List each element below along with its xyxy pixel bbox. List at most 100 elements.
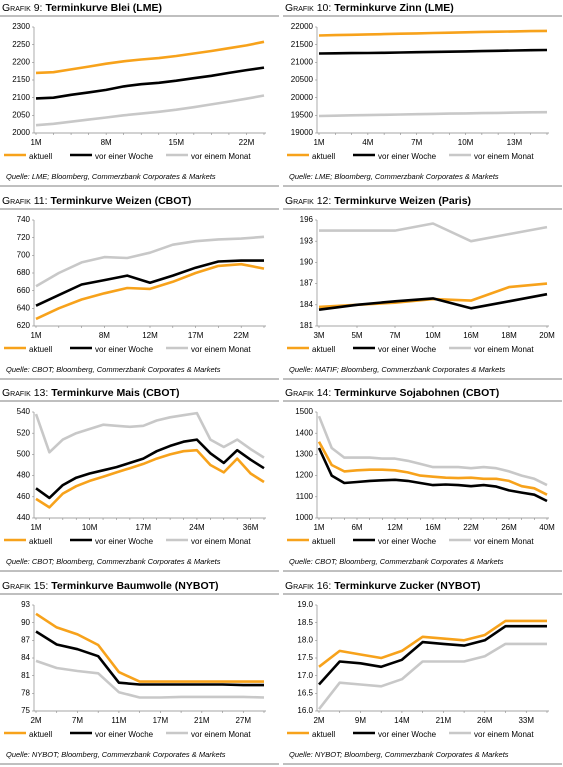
y-tick-label: 740 bbox=[17, 215, 31, 224]
x-tick-label: 1M bbox=[313, 138, 324, 147]
source-note: Quelle: CBOT; Bloomberg, Commerzbank Cor… bbox=[289, 557, 504, 566]
y-tick-label: 540 bbox=[17, 407, 31, 416]
y-tick-label: 17.0 bbox=[297, 671, 313, 680]
x-tick-label: 17M bbox=[153, 716, 169, 725]
y-tick-label: 184 bbox=[300, 300, 314, 309]
series-line bbox=[35, 448, 265, 509]
legend-label: vor einer Woche bbox=[378, 730, 437, 739]
legend-label: vor einer Woche bbox=[378, 537, 437, 546]
x-tick-label: 7M bbox=[411, 138, 422, 147]
chart-panel: Grafik 15: Terminkurve Baumwolle (NYBOT) 7… bbox=[0, 580, 279, 765]
source-note: Quelle: LME; Bloomberg, Commerzbank Corp… bbox=[6, 172, 216, 181]
chart-label: Grafik 16: bbox=[285, 580, 331, 592]
x-tick-label: 22M bbox=[463, 523, 479, 532]
y-tick-label: 1400 bbox=[295, 428, 313, 437]
y-tick-label: 21000 bbox=[291, 57, 314, 66]
x-tick-label: 10M bbox=[82, 523, 98, 532]
y-tick-label: 81 bbox=[21, 671, 30, 680]
y-tick-label: 19.0 bbox=[297, 600, 313, 609]
x-tick-label: 17M bbox=[188, 331, 204, 340]
y-tick-label: 18.0 bbox=[297, 635, 313, 644]
source-note: Quelle: LME; Bloomberg, Commerzbank Corp… bbox=[289, 172, 499, 181]
y-tick-label: 87 bbox=[21, 635, 30, 644]
y-tick-label: 17.5 bbox=[297, 653, 313, 662]
x-tick-label: 1M bbox=[30, 138, 41, 147]
series-line bbox=[318, 110, 548, 118]
y-tick-label: 1000 bbox=[295, 513, 313, 522]
y-tick-label: 20500 bbox=[291, 75, 314, 84]
y-tick-label: 90 bbox=[21, 618, 30, 627]
source-note: Quelle: CBOT; Bloomberg, Commerzbank Cor… bbox=[6, 557, 221, 566]
y-tick-label: 187 bbox=[300, 279, 314, 288]
legend-label: vor einer Woche bbox=[95, 152, 154, 161]
chart-title-text: Terminkurve Weizen (Paris) bbox=[334, 195, 471, 207]
x-tick-label: 8M bbox=[99, 331, 110, 340]
legend-label: vor einer Woche bbox=[95, 537, 154, 546]
x-tick-label: 1M bbox=[30, 331, 41, 340]
legend-label: vor einem Monat bbox=[191, 730, 251, 739]
y-tick-label: 193 bbox=[300, 236, 314, 245]
y-tick-label: 78 bbox=[21, 688, 30, 697]
chart-panel: Grafik 13: Terminkurve Mais (CBOT) 440 460 4… bbox=[0, 387, 279, 572]
series-line bbox=[319, 222, 548, 243]
legend-label: aktuell bbox=[312, 345, 335, 354]
legend-label: vor einem Monat bbox=[191, 345, 251, 354]
y-tick-label: 93 bbox=[21, 600, 30, 609]
x-tick-label: 3M bbox=[313, 331, 324, 340]
legend-label: aktuell bbox=[312, 537, 335, 546]
source-note: Quelle: NYBOT; Bloomberg, Commerzbank Co… bbox=[289, 750, 509, 759]
x-tick-label: 20M bbox=[539, 331, 555, 340]
legend-label: vor einer Woche bbox=[95, 345, 154, 354]
chart-label: Grafik 12: bbox=[285, 195, 331, 207]
series-line bbox=[35, 259, 264, 307]
legend-label: vor einer Woche bbox=[378, 152, 437, 161]
y-tick-label: 1300 bbox=[295, 450, 313, 459]
chart-title-text: Terminkurve Zucker (NYBOT) bbox=[334, 580, 480, 592]
chart-panel: Grafik 16: Terminkurve Zucker (NYBOT) 16.0… bbox=[283, 580, 562, 765]
y-tick-label: 18.5 bbox=[297, 618, 313, 627]
chart-label: Grafik 14: bbox=[285, 387, 331, 399]
y-tick-label: 2100 bbox=[12, 93, 30, 102]
x-tick-label: 14M bbox=[394, 716, 410, 725]
y-tick-label: 1100 bbox=[296, 492, 314, 501]
y-tick-label: 520 bbox=[17, 428, 31, 437]
chart-panel: Grafik 11: Terminkurve Weizen (CBOT) 620 64… bbox=[0, 195, 279, 380]
x-tick-label: 8M bbox=[101, 138, 112, 147]
y-tick-label: 460 bbox=[17, 492, 31, 501]
series-line bbox=[317, 415, 548, 487]
x-tick-label: 36M bbox=[243, 523, 259, 532]
x-tick-label: 7M bbox=[389, 331, 400, 340]
legend-label: vor einem Monat bbox=[474, 152, 534, 161]
series-line bbox=[35, 40, 265, 75]
y-tick-label: 480 bbox=[17, 471, 31, 480]
x-tick-label: 11M bbox=[111, 716, 126, 725]
x-tick-label: 16M bbox=[425, 523, 441, 532]
x-tick-label: 10M bbox=[425, 331, 441, 340]
series-line bbox=[318, 619, 547, 668]
legend-label: vor einer Woche bbox=[378, 345, 437, 354]
y-tick-label: 2050 bbox=[12, 110, 30, 119]
y-tick-label: 720 bbox=[17, 233, 31, 242]
x-tick-label: 33M bbox=[518, 716, 534, 725]
y-tick-label: 19000 bbox=[291, 128, 314, 137]
x-tick-label: 12M bbox=[387, 523, 403, 532]
chart-label: Grafik 13: bbox=[2, 387, 48, 399]
y-tick-label: 16.5 bbox=[297, 688, 313, 697]
chart-title: Grafik 15: Terminkurve Baumwolle (NYBOT) bbox=[2, 580, 219, 592]
x-tick-label: 6M bbox=[351, 523, 362, 532]
y-tick-label: 2300 bbox=[12, 22, 30, 31]
x-tick-label: 21M bbox=[194, 716, 210, 725]
chart-title-text: Terminkurve Sojabohnen (CBOT) bbox=[334, 387, 499, 399]
series-line bbox=[317, 441, 548, 496]
series-line bbox=[35, 262, 265, 321]
y-tick-label: 660 bbox=[17, 286, 31, 295]
series-line bbox=[35, 659, 265, 699]
x-tick-label: 9M bbox=[355, 716, 366, 725]
y-tick-label: 680 bbox=[17, 268, 31, 277]
x-tick-label: 2M bbox=[313, 716, 324, 725]
y-tick-label: 75 bbox=[21, 706, 30, 715]
legend-label: vor einem Monat bbox=[474, 345, 534, 354]
legend-label: vor einem Monat bbox=[191, 152, 251, 161]
chart-title-text: Terminkurve Weizen (CBOT) bbox=[51, 195, 192, 207]
